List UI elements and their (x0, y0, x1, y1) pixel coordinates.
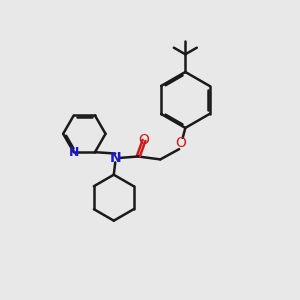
Text: O: O (139, 134, 149, 147)
Text: N: N (110, 151, 121, 165)
Text: N: N (69, 146, 79, 159)
Text: O: O (176, 136, 186, 150)
